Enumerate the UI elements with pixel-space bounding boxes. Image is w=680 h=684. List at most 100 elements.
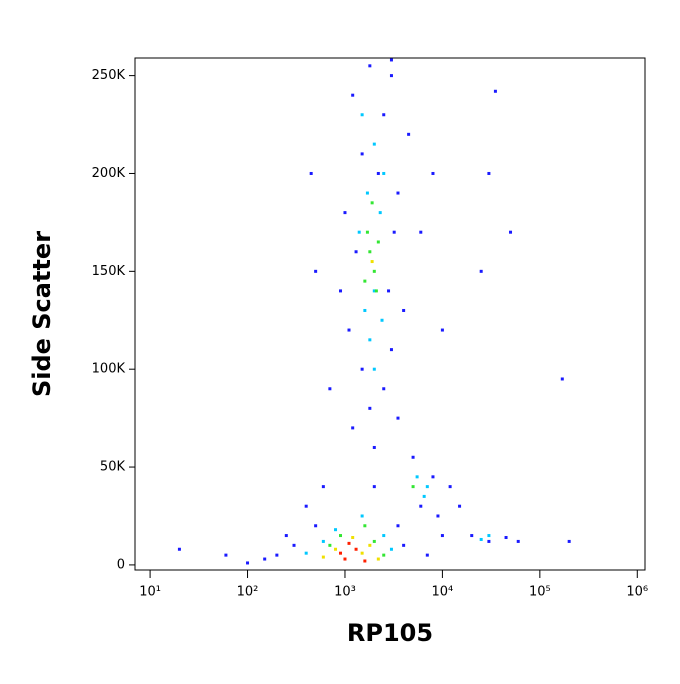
event-point [304,504,308,508]
event-point [360,113,364,117]
event-point [425,485,429,489]
event-point [425,553,429,557]
event-point [368,250,372,254]
event-point [382,553,386,557]
event-point [389,58,393,62]
event-point [419,504,423,508]
event-point [365,191,369,195]
event-point [275,553,279,557]
plot-frame [134,57,646,571]
event-point [440,328,444,332]
y-axis-title: Side Scatter [28,231,56,397]
event-point [368,543,372,547]
y-tick-label: 0 [117,557,125,572]
event-point [347,328,351,332]
event-point [431,171,435,175]
event-point [372,367,376,371]
event-point [328,543,332,547]
event-point [396,191,400,195]
event-point [314,269,318,273]
event-point [422,494,426,498]
event-point [354,547,358,551]
event-point [376,171,380,175]
event-point [339,289,343,293]
event-point [487,539,491,543]
event-point [567,539,571,543]
event-point [382,387,386,391]
event-point [376,240,380,244]
event-point [387,289,391,293]
event-point [334,547,338,551]
event-point [487,534,491,538]
event-point [389,74,393,78]
event-point [389,348,393,352]
event-point [246,561,250,565]
event-point [560,377,564,381]
event-point [334,528,338,532]
event-point [321,539,325,543]
x-tick-label: 10² [237,585,259,600]
event-point [372,539,376,543]
event-point [321,555,325,559]
event-point [415,475,419,479]
event-point [177,547,181,551]
event-point [440,534,444,538]
event-point [363,559,367,563]
event-point [392,230,396,234]
x-tick-label: 10³ [334,585,356,600]
event-point [372,269,376,273]
event-point [347,541,351,545]
event-point [339,551,343,555]
event-point [419,230,423,234]
event-point [402,543,406,547]
event-point [458,504,462,508]
event-point [343,557,347,561]
event-point [431,475,435,479]
event-point [321,485,325,489]
event-point [396,416,400,420]
event-point [360,551,364,555]
x-tick-label: 10⁴ [432,585,454,600]
event-point [328,387,332,391]
event-point [470,534,474,538]
event-point [314,524,318,528]
event-point [372,142,376,146]
event-point [224,553,228,557]
event-point [368,406,372,410]
event-point [372,485,376,489]
event-point [378,211,382,215]
event-point [351,93,355,97]
x-tick-label: 10⁵ [529,585,551,600]
x-tick-label: 10¹ [139,585,161,600]
event-point [516,539,520,543]
y-tick-label: 200K [92,166,126,181]
event-point [351,426,355,430]
event-point [363,524,367,528]
event-point [343,211,347,215]
event-point [370,260,374,264]
event-point [448,485,452,489]
event-point [382,534,386,538]
event-point [493,89,497,93]
y-tick-label: 100K [92,362,126,377]
event-point [370,201,374,205]
event-point [504,536,508,540]
event-point [365,230,369,234]
event-point [479,537,483,541]
event-point [368,64,372,68]
event-point [372,445,376,449]
event-point [411,455,415,459]
event-point [351,536,355,540]
y-tick-label: 150K [92,264,126,279]
event-point [309,171,313,175]
event-point [292,543,296,547]
event-point [382,171,386,175]
event-point [360,367,364,371]
event-point [376,557,380,561]
event-point [363,308,367,312]
event-point [411,485,415,489]
x-axis-title: RP105 [347,619,433,647]
event-point [389,547,393,551]
